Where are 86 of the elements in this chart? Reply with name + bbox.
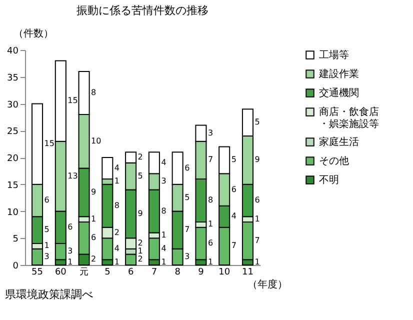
data-label: 13 (68, 171, 78, 180)
data-label: 1 (254, 214, 260, 224)
data-label: 7 (231, 241, 236, 250)
y-tick-label: 25 (7, 127, 18, 138)
data-label: 7 (184, 225, 190, 234)
data-label: 2 (138, 254, 143, 264)
data-label: 9 (91, 187, 96, 196)
x-tick-label: 元 (80, 266, 89, 278)
data-label: 6 (91, 233, 96, 242)
data-label: 2 (114, 228, 120, 237)
y-tick-label: 5 (12, 234, 18, 245)
data-label: 4 (114, 163, 120, 172)
chart-title: 振動に係る苦情件数の推移 (76, 4, 208, 17)
bar (32, 248, 44, 266)
data-label: 9 (138, 208, 143, 218)
data-label: 9 (254, 155, 260, 164)
data-label: 8 (91, 88, 96, 97)
data-label: 2 (138, 152, 143, 162)
legend-label: 不明 (319, 175, 339, 186)
legend-label: 交通機関 (319, 87, 359, 99)
data-label: 1 (161, 230, 166, 240)
data-label: 3 (208, 128, 214, 138)
data-label: 5 (44, 225, 50, 234)
data-label: 5 (184, 192, 190, 202)
data-label: 3 (44, 252, 50, 261)
data-label: 5 (138, 171, 143, 180)
x-tick-label: 5 (104, 268, 110, 278)
x-tick-label: 8 (174, 268, 181, 278)
data-label: 1 (91, 214, 96, 224)
text: 県環境政策課調べ (5, 288, 93, 301)
data-label: 6 (231, 184, 236, 194)
x-tick-label: 7 (151, 268, 158, 278)
x-tick-label: 9 (198, 268, 204, 278)
data-label: 4 (161, 158, 166, 167)
x-tick-label: 6 (128, 268, 134, 278)
data-label: 6 (208, 238, 214, 248)
legend-label: 工場等 (319, 49, 349, 61)
data-label: 1 (114, 257, 120, 266)
data-label: 1 (208, 220, 214, 229)
data-label: 1 (254, 257, 260, 266)
data-label: 6 (184, 163, 190, 172)
data-label: 6 (44, 196, 50, 204)
data-label: 1 (161, 257, 166, 266)
legend-label: 家庭生活 (319, 136, 359, 148)
y-tick-label: 10 (7, 208, 19, 218)
x-tick-label: 11 (242, 268, 254, 278)
data-label: 2 (138, 238, 143, 248)
data-label: 8 (208, 196, 214, 204)
data-label: 8 (114, 200, 120, 210)
data-label: 1 (114, 176, 120, 186)
data-label: 4 (161, 244, 166, 253)
legend-label: 建設作業 (318, 68, 359, 80)
data-label: 15 (68, 96, 78, 106)
data-label: 3 (161, 176, 166, 186)
data-label: 3 (184, 252, 190, 261)
data-label: 6 (254, 196, 260, 204)
data-label: 4 (231, 212, 236, 221)
data-label: 1 (68, 257, 73, 266)
y-tick-label: 0 (12, 262, 19, 272)
data-label: 1 (44, 241, 50, 250)
data-label: 3 (68, 246, 73, 256)
data-label: 5 (231, 155, 236, 164)
data-label: 7 (208, 155, 214, 164)
data-label: 4 (114, 244, 120, 253)
data-label: 6 (68, 222, 73, 232)
data-label: 10 (91, 136, 102, 146)
data-label: 8 (161, 206, 166, 216)
x-tick-label: 55 (32, 268, 44, 278)
x-tick-label: 60 (54, 268, 67, 278)
y-tick-label: 20 (7, 154, 19, 164)
data-label: 15 (44, 139, 54, 148)
data-label: 2 (91, 254, 96, 264)
data-label: 7 (254, 236, 260, 245)
legend-label: 商店・飲食店・娯楽施設等 (319, 106, 379, 130)
y-tick-label: 35 (7, 73, 18, 84)
data-label: 1 (208, 257, 214, 266)
y-tick-label: 30 (7, 100, 19, 110)
y-axis-title: （件数） (14, 28, 54, 40)
y-tick-label: 15 (7, 180, 18, 191)
y-tick-label: 40 (7, 46, 19, 56)
data-label: 1 (138, 246, 143, 256)
data-label: 5 (254, 118, 260, 127)
legend-label: その他 (319, 155, 349, 167)
bar (125, 254, 137, 266)
x-tick-label: 10 (218, 268, 230, 278)
x-axis-title: （年度） (248, 278, 288, 290)
